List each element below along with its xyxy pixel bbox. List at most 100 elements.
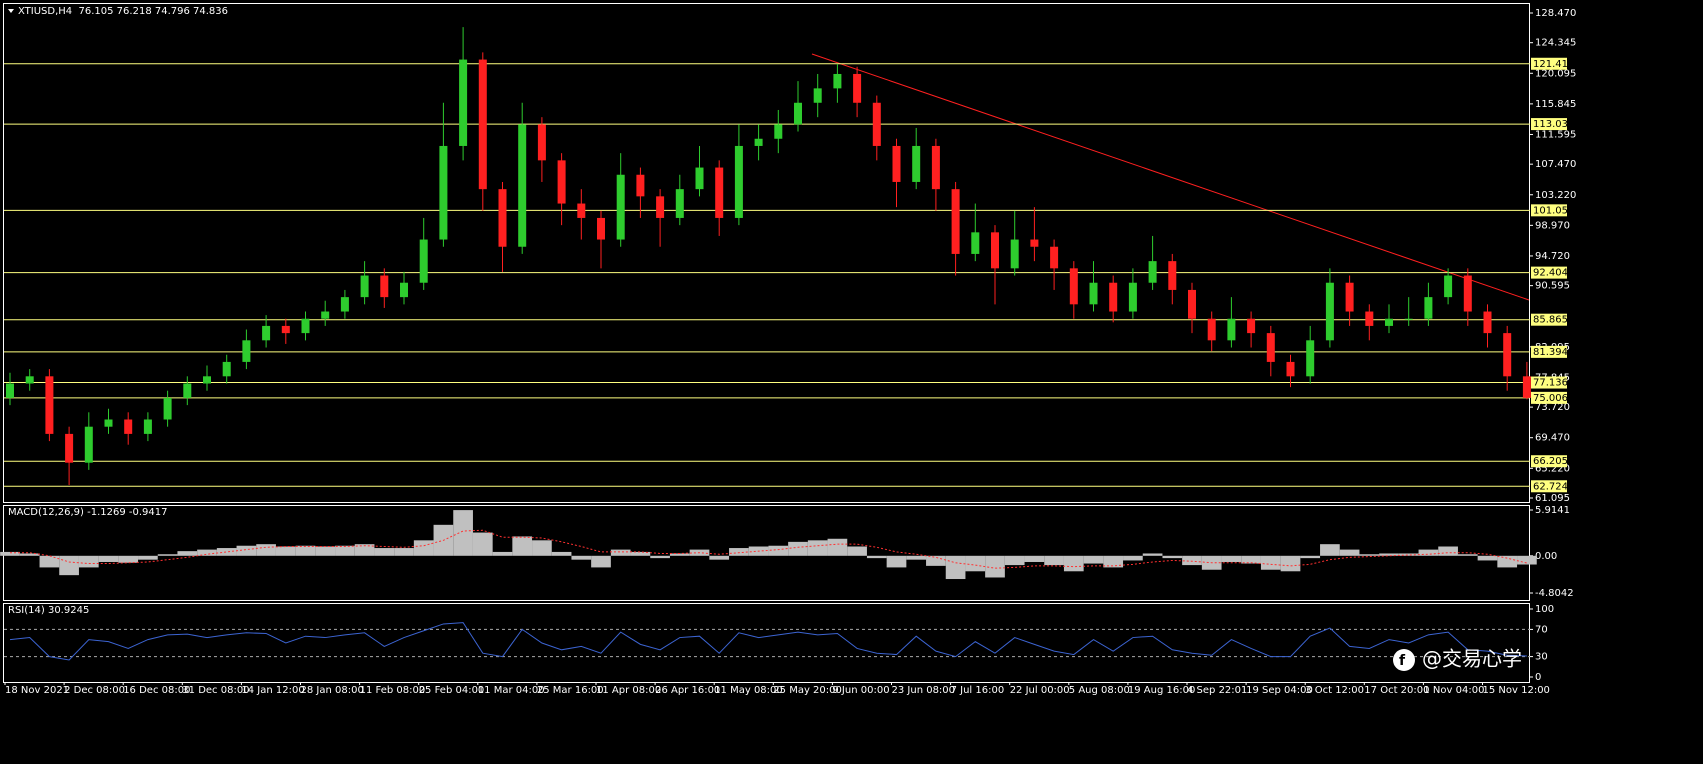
candle-body [951,189,960,254]
y-tick-label: 5.9141 [1535,505,1570,516]
level-label: 113.039 [1533,119,1574,130]
x-tick-label: 31 Dec 08:00 [182,685,249,696]
level-label-bg [1531,57,1567,70]
candle-body [163,397,172,420]
y-tick-label: -4.8042 [1535,588,1574,599]
candle-body [971,232,980,254]
price-title: XTIUSD,H4 76.105 76.218 74.796 74.836 [18,6,228,17]
candle-body [459,59,468,146]
x-tick-label: 4 Sep 22:01 [1187,685,1247,696]
watermark-text: @交易心学 [1422,647,1522,671]
candle-body [1385,318,1393,326]
y-tick-label: 73.720 [1535,402,1570,413]
candle-body [813,88,822,103]
macd-bar [571,555,592,560]
macd-bar [1497,555,1518,568]
level-label: 121.418 [1533,59,1574,70]
candle-body [1247,318,1256,334]
macd-bar [315,546,336,556]
macd-bar [788,541,808,556]
candle-body [1522,376,1531,398]
rsi-line [9,622,1527,661]
candle-body [478,59,487,190]
x-tick-label: 7 Jul 16:00 [951,685,1005,696]
macd-bar [1182,555,1202,566]
macd-bar [866,555,887,559]
macd-bar [197,549,217,556]
level-label-bg [1531,376,1567,389]
x-tick-label: 28 Jan 08:00 [301,685,364,696]
macd-bar [1162,555,1183,559]
x-tick-label: 11 Apr 08:00 [596,685,661,696]
y-tick-label: 65.220 [1535,463,1570,474]
candle-body [340,297,349,312]
y-tick-label: 30 [1535,652,1548,663]
y-tick-label: 107.470 [1535,159,1576,170]
candle-body [242,340,251,362]
candle-body [1325,282,1334,341]
level-label-bg [1531,266,1567,279]
y-tick-label: 128.470 [1535,8,1576,19]
macd-bar [236,545,257,556]
candle-body [1069,268,1078,305]
macd-bar [472,532,493,556]
x-tick-label: 15 Nov 12:00 [1483,685,1550,696]
macd-bar [1457,554,1478,556]
macd-bar [295,545,316,556]
candle-body [1050,246,1059,269]
price-pane [3,3,1530,503]
macd-bar [551,551,572,556]
candle-body [912,145,921,182]
level-label-bg [1531,391,1567,404]
candle-body [1030,239,1039,247]
level-label-bg [1531,118,1567,131]
macd-bar [118,555,139,563]
level-label: 101.057 [1533,205,1574,216]
level-label-bg [1531,204,1567,217]
x-tick-label: 19 Aug 16:00 [1128,685,1195,696]
candle-body [1188,289,1196,319]
macd-bar [1477,555,1498,561]
candle-body [183,383,192,398]
menu-arrow[interactable] [8,9,14,13]
macd-title: MACD(12,26,9) -1.1269 -0.9417 [8,507,168,518]
candle-body [45,376,54,434]
y-tick-label: 111.595 [1535,129,1576,140]
candle-body [1424,297,1433,319]
candle-body [1404,318,1413,320]
macd-bar [177,551,198,556]
x-tick-label: 22 Jul 00:00 [1010,685,1070,696]
candle-body [754,138,763,146]
candle-body [400,282,408,298]
x-tick-label: 25 Mar 16:00 [537,685,604,696]
macd-bar [1339,549,1360,556]
macd-bar [1379,553,1399,556]
level-label: 92.404 [1533,268,1568,279]
macd-bar [1260,555,1281,570]
macd-bar [886,555,907,568]
macd-bar [1517,555,1537,565]
candle-body [498,189,507,247]
x-tick-label: 19 Sep 04:00 [1246,685,1313,696]
candle-body [853,73,862,103]
watermark-icon [1393,649,1415,671]
y-tick-label: 115.845 [1535,99,1576,110]
candle-body [695,167,704,190]
macd-bar [729,548,749,556]
macd-bar [610,549,631,556]
level-label-bg [1531,455,1567,468]
candle-body [321,311,330,319]
candle-body [518,124,527,247]
macd-bar [1103,555,1124,568]
x-tick-label: 9 Jun 00:00 [832,685,889,696]
macd-bar [157,554,178,556]
macd-bar [1142,553,1163,556]
x-tick-label: 25 May 20:00 [773,685,842,696]
candle-body [794,102,802,125]
x-tick-label: 3 Oct 12:00 [1305,685,1364,696]
candle-body [872,102,881,146]
y-tick-label: 61.095 [1535,493,1570,504]
candle-body [991,232,999,269]
